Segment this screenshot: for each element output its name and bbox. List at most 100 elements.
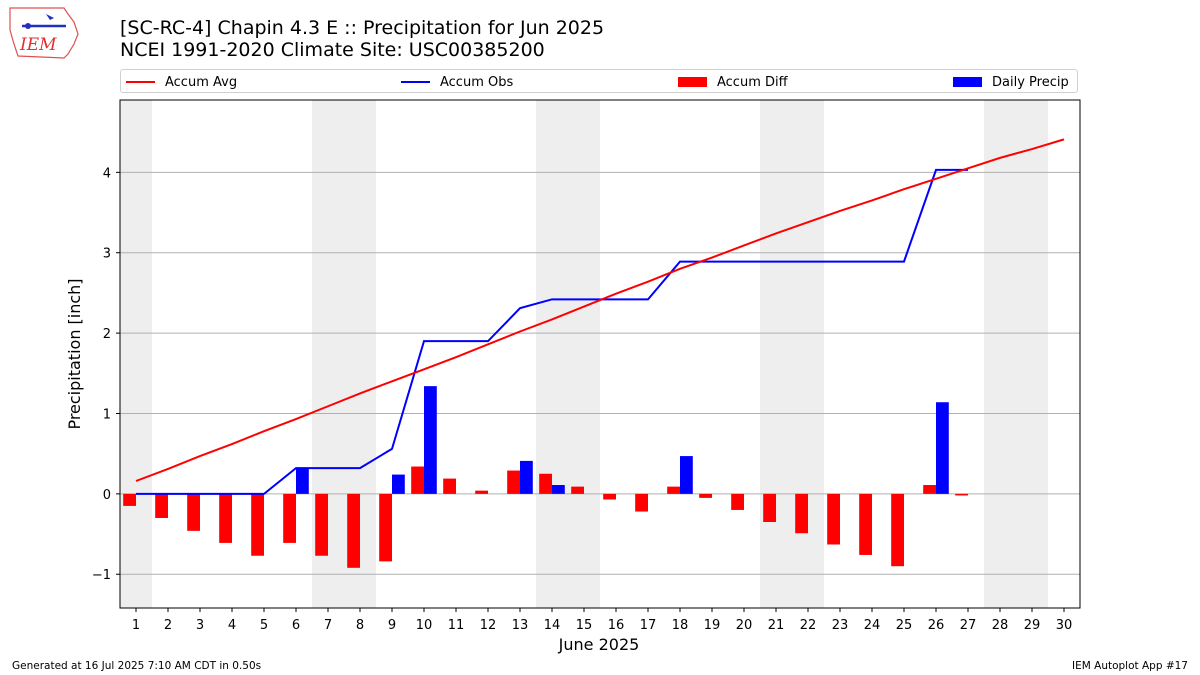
y-tick-label: 1 [103,407,111,422]
x-tick-label: 24 [864,618,881,633]
x-tick-label: 22 [800,618,817,633]
weekend-band [120,100,152,608]
accum-diff-bar [603,493,616,500]
accum-diff-bar [539,473,552,494]
app-credit: IEM Autoplot App #17 [1072,660,1188,672]
weekend-band [568,100,600,608]
chart-subtitle: NCEI 1991-2020 Climate Site: USC00385200 [120,39,545,61]
weekend-shading [120,100,1048,608]
accum-diff-bar [731,493,744,510]
x-tick-label: 3 [196,618,204,633]
y-tick-label: 2 [103,327,111,342]
accum-diff-bar [347,493,360,568]
x-tick-label: 20 [736,618,753,633]
x-tick-label: 27 [960,618,977,633]
legend-label-accum-diff: Accum Diff [717,74,788,90]
legend-label-accum-obs: Accum Obs [440,74,514,90]
legend-item-daily-precip: Daily Precip [953,73,1069,91]
daily-precip-bar [520,460,533,494]
daily-precip-bar [424,386,437,494]
weekend-band [984,100,1016,608]
accum-diff-bar [699,493,712,498]
legend-item-accum-diff: Accum Diff [678,73,788,91]
accum-obs-line [136,168,968,495]
y-axis-label: Precipitation [inch] [65,278,84,429]
x-tick-label: 14 [544,618,561,633]
accum-diff-bar [443,478,456,494]
legend-swatch-accum-obs [401,81,430,83]
x-tick-label: 21 [768,618,785,633]
legend-label-daily-precip: Daily Precip [992,74,1069,90]
accum-diff-bar [923,485,936,494]
iem-logo: IEM [9,7,79,59]
x-tick-label: 4 [228,618,236,633]
accum-diff-bar [315,493,328,556]
legend-item-accum-avg: Accum Avg [126,73,237,91]
legend-label-accum-avg: Accum Avg [165,74,238,90]
accum-diff-bar [795,493,808,534]
x-tick-label: 29 [1024,618,1041,633]
accum-diff-bar [283,493,296,543]
accum-diff-bar [891,493,904,567]
x-tick-label: 11 [448,618,465,633]
x-tick-label: 7 [324,618,332,633]
x-tick-label: 5 [260,618,268,633]
accum-diff-bar [411,466,424,494]
daily-precip-bar [296,468,309,494]
x-tick-label: 25 [896,618,913,633]
accum-diff-bar [827,493,840,545]
x-tick-label: 6 [292,618,300,633]
accum-diff-bar [123,493,136,506]
plot-frame [119,99,1081,609]
svg-text:IEM: IEM [19,35,57,55]
accum-diff-bar [507,470,520,494]
accum-diff-bar [251,493,264,556]
legend-swatch-accum-avg [126,81,155,83]
accum-diff-bar [763,493,776,522]
daily-precip-bar [552,485,565,494]
x-tick-label: 12 [480,618,497,633]
x-tick-label: 16 [608,618,625,633]
daily-precip-bar [936,402,949,494]
accum-diff-bar [635,493,648,512]
weekend-band [1016,100,1048,608]
x-tick-label: 18 [672,618,689,633]
y-tick-label: 3 [103,247,111,262]
y-gridlines [120,171,1080,575]
accum-diff-bar [859,493,872,555]
accum-diff-bar [571,486,584,494]
accum-diff-bar [475,490,488,494]
weekend-band [792,100,824,608]
weekend-band [536,100,568,608]
x-tick-label: 28 [992,618,1009,633]
accum-diff-bar [155,493,168,518]
chart-legend: Accum Avg Accum Obs Accum Diff Daily Pre… [120,69,1078,93]
accum-diff-bar [667,486,680,494]
accum-avg-line [135,138,1065,482]
daily-precip-bar [392,474,405,494]
x-tick-label: 13 [512,618,529,633]
accum-diff-bar [187,493,200,531]
generated-timestamp: Generated at 16 Jul 2025 7:10 AM CDT in … [12,660,262,672]
x-tick-label: 30 [1056,618,1073,633]
accum-diff-bar [955,493,968,496]
x-tick-label: 8 [356,618,364,633]
line-series [135,138,1065,495]
x-tick-label: 23 [832,618,849,633]
weekend-band [344,100,376,608]
x-tick-label: 9 [388,618,396,633]
accum-diff-bar [219,493,232,543]
x-tick-label: 17 [640,618,657,633]
x-tick-label: 1 [132,618,140,633]
weekend-band [760,100,792,608]
bar-series [123,386,968,568]
weekend-band [312,100,344,608]
legend-item-accum-obs: Accum Obs [401,73,513,91]
x-tick-label: 19 [704,618,721,633]
y-axis: −1 0 1 2 3 4 [92,166,120,583]
x-tick-label: 10 [416,618,433,633]
x-tick-label: 2 [164,618,172,633]
legend-swatch-accum-diff [678,77,707,87]
x-tick-label: 15 [576,618,593,633]
